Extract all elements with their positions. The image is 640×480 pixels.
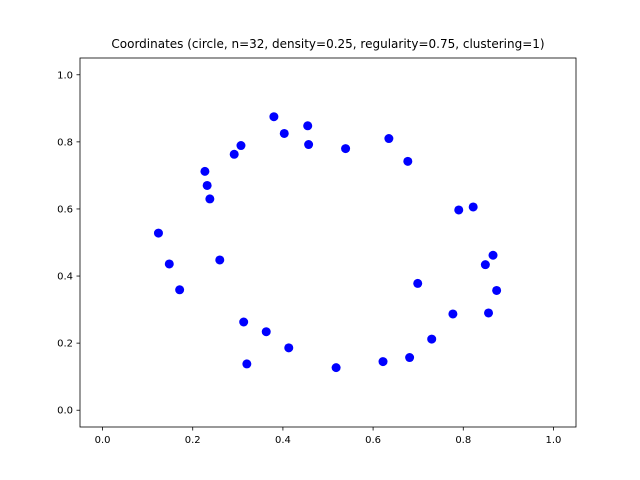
data-point-0 — [269, 112, 279, 122]
data-point-29 — [378, 357, 388, 367]
data-point-7 — [229, 149, 239, 159]
data-point-3 — [384, 134, 394, 144]
y-tick-label-2: 0.4 — [57, 272, 73, 283]
data-point-2 — [279, 128, 289, 138]
data-point-27 — [284, 343, 294, 353]
points-layer — [153, 112, 502, 373]
y-tick-label-1: 0.2 — [57, 339, 73, 350]
y-tick-label-4: 0.8 — [57, 137, 73, 148]
data-point-24 — [239, 317, 249, 327]
data-point-14 — [153, 228, 163, 238]
x-tick-label-1: 0.2 — [185, 435, 201, 446]
y-tick-label-3: 0.6 — [57, 204, 73, 215]
data-point-13 — [454, 205, 464, 215]
data-point-1 — [303, 121, 313, 131]
x-tick-label-5: 1.0 — [546, 435, 562, 446]
data-point-25 — [261, 327, 271, 337]
data-point-23 — [448, 309, 458, 319]
x-tick-label-4: 0.8 — [455, 435, 471, 446]
data-point-8 — [403, 156, 413, 166]
plot-frame — [79, 57, 577, 428]
data-point-12 — [468, 202, 478, 212]
data-point-16 — [215, 255, 225, 265]
data-point-22 — [484, 308, 494, 318]
x-tick-label-2: 0.4 — [275, 435, 291, 446]
data-point-17 — [164, 259, 174, 269]
data-point-15 — [488, 250, 498, 260]
data-point-31 — [331, 363, 341, 373]
data-point-30 — [242, 359, 252, 369]
data-point-5 — [236, 141, 246, 151]
data-point-19 — [413, 278, 423, 288]
data-point-4 — [304, 140, 314, 150]
data-point-6 — [341, 144, 351, 154]
data-point-11 — [205, 194, 215, 204]
plot-area — [80, 58, 576, 427]
data-point-10 — [202, 180, 212, 190]
y-tick-label-0: 0.0 — [57, 406, 73, 417]
data-point-18 — [480, 260, 490, 270]
ticks-layer: 0.0 0.2 0.4 0.6 0.8 1.0 0.0 0.2 0.4 0.6 0.8 1.0 — [57, 70, 561, 446]
data-point-21 — [492, 285, 502, 295]
data-point-28 — [405, 353, 415, 363]
data-point-20 — [175, 285, 185, 295]
y-tick-label-5: 1.0 — [57, 70, 73, 81]
data-point-26 — [427, 334, 437, 344]
data-point-9 — [200, 166, 210, 176]
chart-title: Coordinates (circle, n=32, density=0.25,… — [111, 37, 544, 51]
x-tick-label-0: 0.0 — [95, 435, 111, 446]
x-tick-label-3: 0.6 — [365, 435, 381, 446]
